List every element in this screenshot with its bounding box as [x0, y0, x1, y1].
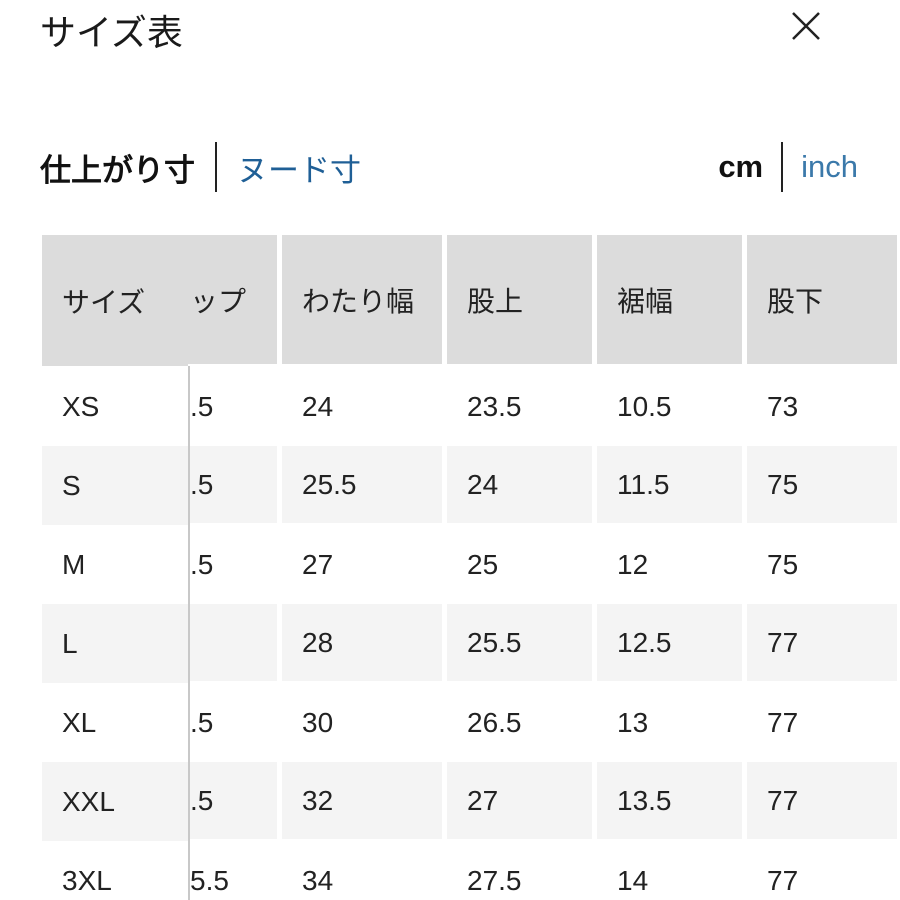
- cell-thigh: 25.5: [282, 446, 442, 523]
- size-table[interactable]: サイズ ップ わたり幅 股上 裾幅 股下 XS .5 24 23.5 10.5 73 S .5 25.5 24…: [42, 235, 900, 900]
- cell-inseam: 75: [767, 548, 799, 580]
- cell-rise: 26.5: [467, 706, 522, 738]
- cell-inseam: 77: [747, 762, 897, 839]
- cell-inseam: 73: [767, 390, 799, 422]
- cell-size: M: [62, 548, 86, 580]
- cell-rise: 24: [447, 446, 592, 523]
- cell-rise: 25.5: [447, 604, 592, 681]
- cell-rise: 23.5: [467, 390, 522, 422]
- cell-hem: 12: [617, 548, 649, 580]
- cell-size: XXL: [42, 762, 188, 841]
- cell-thigh: 24: [302, 390, 334, 422]
- header-thigh: わたり幅: [282, 235, 442, 364]
- page-title: サイズ表: [40, 12, 183, 53]
- cell-thigh: 27: [302, 548, 334, 580]
- cell-hem: 10.5: [617, 390, 672, 422]
- close-button[interactable]: [786, 6, 826, 46]
- cell-size: XS: [62, 390, 100, 422]
- divider: [215, 142, 217, 192]
- header-size: サイズ: [42, 235, 188, 366]
- header-rise: 股上: [447, 235, 592, 364]
- close-icon: [792, 12, 820, 40]
- header-hip: ップ: [188, 235, 277, 364]
- cell-inseam: 77: [767, 706, 799, 738]
- cell-rise: 27: [447, 762, 592, 839]
- cell-inseam: 77: [767, 864, 799, 896]
- cell-rise: 25: [467, 548, 499, 580]
- cell-hem: 13.5: [597, 762, 742, 839]
- sticky-column-divider: [188, 366, 190, 900]
- unit-tabs: cm inch: [718, 142, 858, 192]
- cell-hem: 11.5: [597, 446, 742, 523]
- cell-thigh: 30: [302, 706, 334, 738]
- divider: [781, 142, 784, 192]
- cell-hem: 12.5: [597, 604, 742, 681]
- header-inseam: 股下: [747, 235, 897, 364]
- cell-hip: .5: [190, 706, 214, 738]
- cell-hip: 5.5: [190, 864, 229, 896]
- cell-thigh: 28: [282, 604, 442, 681]
- unit-inch[interactable]: inch: [801, 149, 858, 184]
- cell-size: L: [42, 604, 188, 683]
- cell-inseam: 75: [747, 446, 897, 523]
- tab-finished-size[interactable]: 仕上がり寸: [40, 152, 195, 188]
- cell-hip: .5: [188, 762, 277, 839]
- cell-thigh: 34: [302, 864, 334, 896]
- cell-size: XL: [62, 706, 97, 738]
- cell-hip: .5: [190, 390, 214, 422]
- cell-hip: [188, 604, 277, 681]
- cell-size: S: [42, 446, 188, 525]
- cell-rise: 27.5: [467, 864, 522, 896]
- cell-inseam: 77: [747, 604, 897, 681]
- cell-thigh: 32: [282, 762, 442, 839]
- measure-tabs: 仕上がり寸 ヌード寸: [40, 142, 361, 192]
- tab-body-size[interactable]: ヌード寸: [237, 152, 361, 188]
- cell-hem: 13: [617, 706, 649, 738]
- cell-hem: 14: [617, 864, 649, 896]
- unit-cm[interactable]: cm: [718, 149, 764, 184]
- header-hem: 裾幅: [597, 235, 742, 364]
- cell-hip: .5: [188, 446, 277, 523]
- cell-hip: .5: [190, 548, 214, 580]
- cell-size: 3XL: [62, 864, 112, 896]
